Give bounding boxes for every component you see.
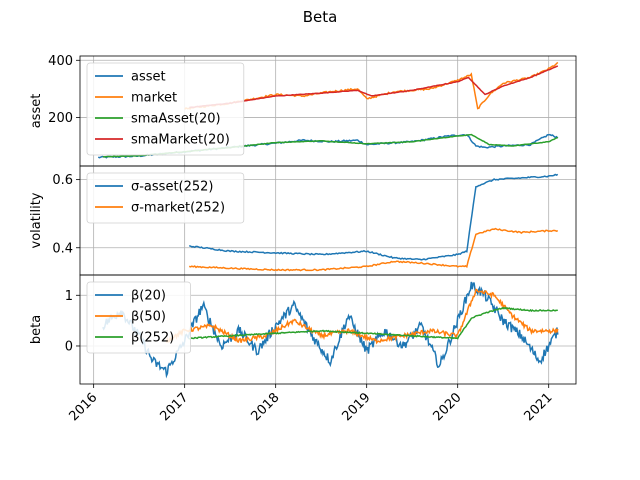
legend-entry: smaAsset(20) — [131, 112, 221, 127]
y-axis-label: volatility — [29, 192, 44, 248]
legend-box — [86, 62, 245, 156]
legend: asset market smaAsset(20) smaMarket(20) — [86, 62, 245, 156]
legend-entry: β(252) — [131, 331, 174, 346]
y-axis-label: asset — [29, 94, 44, 129]
legend-entry: σ-market(252) — [131, 201, 225, 216]
figure-title: Beta — [303, 8, 338, 26]
legend-entry: smaMarket(20) — [131, 133, 230, 148]
legend-entry: β(20) — [131, 289, 166, 304]
legend-entry: β(50) — [131, 310, 166, 325]
y-tick-label: 1 — [65, 289, 73, 304]
y-tick-label: 200 — [48, 111, 73, 126]
legend-entry: asset — [131, 70, 166, 85]
y-tick-label: 400 — [48, 54, 73, 69]
subplot-asset: 200 400 asset asset market smaAsset(20) smaMar… — [29, 54, 577, 167]
axes-frame — [79, 274, 577, 385]
series-line-smaMarket(20) — [189, 65, 559, 109]
legend: σ-asset(252) σ-market(252) — [86, 172, 245, 224]
legend-box — [86, 172, 245, 224]
legend-box — [86, 281, 191, 354]
series-line-β(252) — [188, 306, 559, 340]
legend: β(20) β(50) β(252) — [86, 281, 191, 354]
legend-entry: σ-asset(252) — [131, 180, 214, 195]
subplot-volatility: 0.4 0.6 volatility σ-asset(252) σ-market(252… — [29, 165, 577, 276]
legend-entry: market — [131, 91, 177, 106]
series-line-σ-market(252) — [188, 227, 559, 272]
y-axis-label: beta — [29, 315, 44, 344]
y-tick-label: 0.4 — [52, 241, 73, 256]
y-tick-label: 0.6 — [52, 173, 73, 188]
subplot-beta: 0 1 beta β(20) β(50) β(252) — [29, 274, 577, 385]
series-line-σ-asset(252) — [188, 173, 559, 261]
y-tick-label: 0 — [65, 339, 73, 354]
